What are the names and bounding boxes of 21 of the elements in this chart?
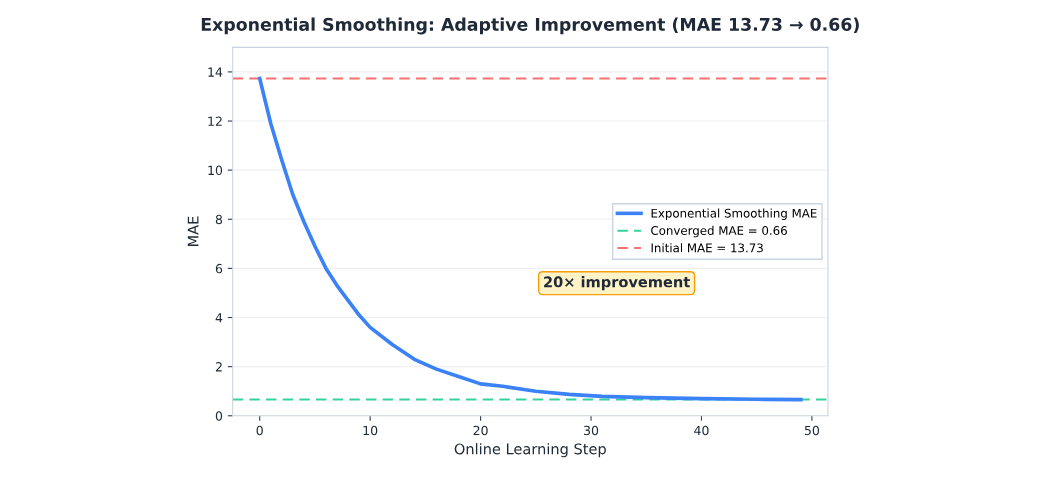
x-tick-label: 10 <box>363 425 378 436</box>
y-tick-label: 10 <box>208 165 223 176</box>
legend-label: Initial MAE = 13.73 <box>651 243 763 253</box>
x-tick-label: 50 <box>804 425 820 436</box>
y-tick-label: 4 <box>215 313 223 323</box>
x-tick-label: 0 <box>256 425 263 436</box>
legend-label: Converged MAE = 0.66 <box>651 225 787 238</box>
x-tick-label: 20 <box>473 425 488 436</box>
x-tick-label: 40 <box>694 425 709 436</box>
y-tick-label: 12 <box>208 116 222 126</box>
y-tick-label: 0 <box>215 411 223 421</box>
y-tick-label: 8 <box>215 214 223 225</box>
annotation: 20× improvement <box>544 276 690 291</box>
x-axis-title: Online Learning Step <box>454 443 606 458</box>
y-tick-label: 6 <box>215 263 223 274</box>
x-tick-label: 30 <box>584 425 599 436</box>
legend-label: Exponential Smoothing MAE <box>651 208 817 220</box>
chart-title: Exponential Smoothing: Adaptive Improvement (MAE 13.73 → 0.66) <box>201 17 859 35</box>
y-axis-title: MAE <box>187 216 199 247</box>
y-tick-label: 2 <box>215 362 222 372</box>
y-tick-label: 14 <box>208 67 223 77</box>
